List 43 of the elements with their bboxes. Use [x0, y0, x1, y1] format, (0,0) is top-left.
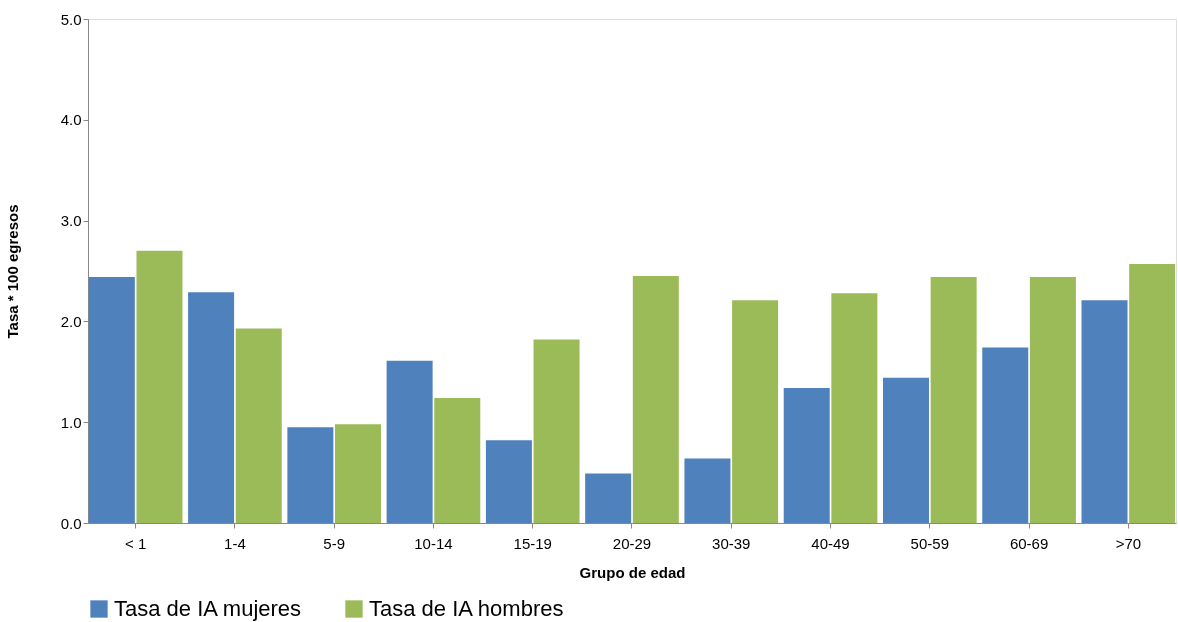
x-tick-label: >70 [1115, 534, 1142, 552]
y-tick-label: 0.0 [60, 514, 82, 532]
bar [235, 328, 282, 523]
x-axis-title: Grupo de edad [579, 563, 686, 581]
bar [1081, 300, 1128, 523]
bar [783, 387, 830, 523]
x-tick-label: 10-14 [414, 534, 453, 552]
x-tick-label: 5-9 [323, 534, 346, 552]
bar [335, 424, 382, 523]
bar [684, 458, 731, 523]
bar [485, 440, 532, 523]
bar [136, 250, 183, 523]
bar [882, 377, 929, 523]
y-tick-label: 3.0 [60, 212, 82, 230]
y-axis-title: Tasa * 100 egresos [3, 204, 21, 339]
y-tick-label: 4.0 [60, 111, 82, 129]
bar [188, 292, 235, 523]
bar [585, 473, 632, 523]
x-tick-label: 50-59 [910, 534, 949, 552]
bar [1129, 263, 1176, 523]
bar [88, 277, 135, 523]
bar [1029, 277, 1076, 523]
y-tick-label: 2.0 [60, 312, 82, 330]
x-tick-label: 1-4 [224, 534, 246, 552]
x-tick-label: 30-39 [712, 534, 751, 552]
bar [982, 347, 1029, 523]
bar [287, 427, 334, 523]
x-tick-label: 20-29 [612, 534, 652, 552]
bar [533, 339, 580, 523]
bar [386, 360, 433, 523]
legend-label: Tasa de IA hombres [369, 596, 564, 621]
y-tick-label: 1.0 [60, 413, 82, 431]
legend-label: Tasa de IA mujeres [114, 596, 302, 621]
bar [831, 293, 878, 523]
y-tick-label: 5.0 [60, 10, 82, 28]
x-tick-label: < 1 [125, 534, 147, 552]
bar [732, 300, 779, 523]
x-tick-label: 60-69 [1009, 534, 1049, 552]
bar [434, 398, 481, 523]
bar [632, 276, 679, 523]
x-tick-label: 40-49 [811, 534, 850, 552]
x-tick-label: 15-19 [513, 534, 552, 552]
bar [930, 277, 977, 523]
